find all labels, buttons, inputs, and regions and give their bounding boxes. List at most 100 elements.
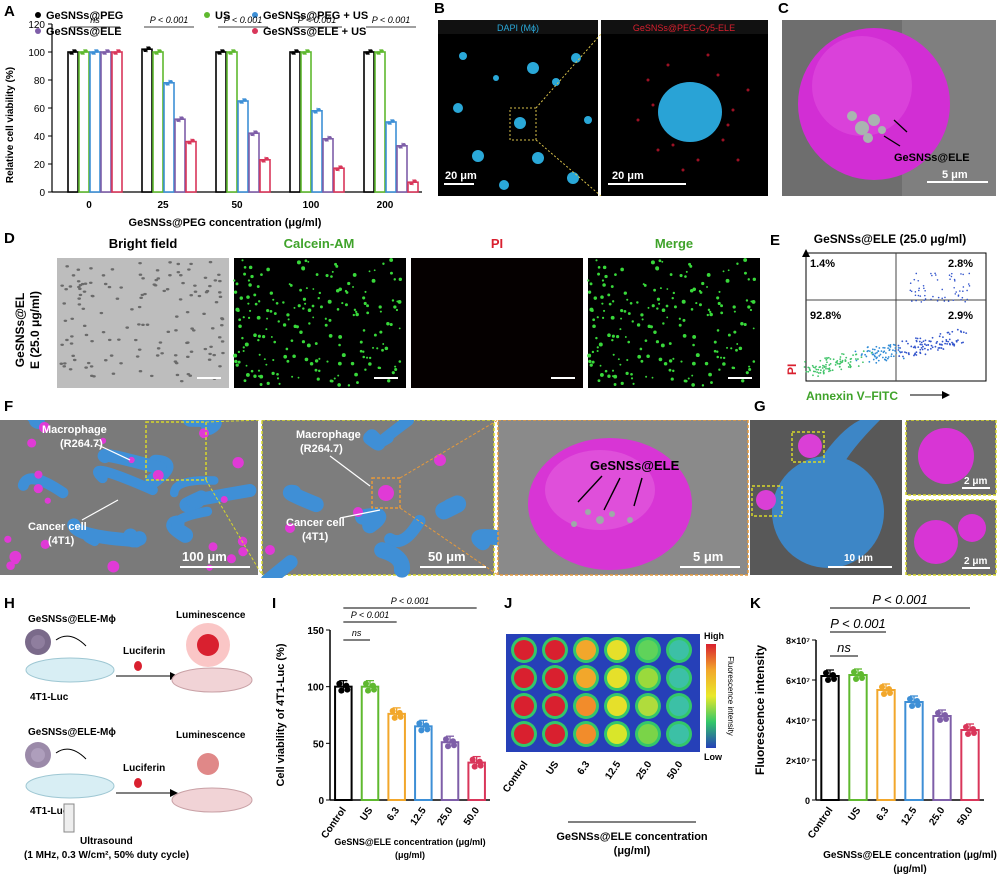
cell bbox=[379, 330, 383, 334]
data-point bbox=[418, 727, 425, 734]
flow-dot bbox=[835, 361, 838, 363]
data-point bbox=[887, 690, 893, 696]
x-tick-label: 50.0 bbox=[955, 805, 975, 828]
flow-dot bbox=[924, 353, 927, 356]
flow-dot bbox=[942, 348, 945, 350]
cell bbox=[276, 372, 279, 376]
flow-dot bbox=[829, 369, 832, 372]
flow-dot bbox=[892, 349, 894, 352]
cell bbox=[718, 290, 721, 293]
cell bbox=[241, 336, 244, 340]
x-tick-label: Control bbox=[319, 805, 349, 841]
data-point bbox=[306, 49, 310, 53]
cell bbox=[650, 260, 655, 265]
flow-dot bbox=[918, 287, 920, 290]
flow-dot bbox=[897, 346, 900, 349]
cell bbox=[704, 361, 709, 366]
panel-i-chart: I Cell viability of 4T1-Luc (%) GeSNS@EL… bbox=[272, 595, 490, 860]
cell bbox=[137, 348, 142, 351]
cell bbox=[623, 291, 628, 295]
merge-cells bbox=[587, 258, 756, 387]
cell bbox=[179, 274, 183, 277]
flow-dot bbox=[917, 279, 920, 282]
cell bbox=[302, 307, 305, 310]
cell bbox=[69, 342, 74, 345]
cell bbox=[713, 349, 717, 353]
cell bbox=[731, 366, 735, 370]
cell bbox=[614, 273, 617, 277]
bar bbox=[414, 725, 433, 801]
flow-dot bbox=[919, 343, 922, 346]
row-label: GeSNSs@EL E (25.0 μg/ml) bbox=[4, 268, 54, 388]
cell bbox=[82, 290, 87, 293]
cell bbox=[265, 328, 268, 331]
cell bbox=[655, 340, 660, 344]
flow-dot bbox=[873, 348, 876, 351]
colorbar-title: Fluorescence intensity bbox=[726, 656, 735, 736]
cell bbox=[193, 284, 197, 287]
flow-dot bbox=[924, 294, 926, 297]
significance-label: P < 0.001 bbox=[872, 592, 928, 607]
panel-b-image: DAPI (Mϕ) GeSNSs@PEG-Cy5-ELE 20 μm 20 μm bbox=[438, 20, 768, 196]
cell bbox=[203, 276, 208, 279]
cell bbox=[174, 315, 179, 318]
well bbox=[638, 724, 658, 744]
data-point bbox=[445, 743, 451, 750]
data-point bbox=[243, 98, 247, 102]
flow-dot bbox=[812, 366, 815, 369]
zoom-box bbox=[509, 107, 537, 141]
cell bbox=[209, 345, 213, 348]
bar bbox=[396, 145, 408, 193]
legend-item: GeSNSs@ELE bbox=[46, 26, 122, 38]
cell bbox=[326, 360, 329, 363]
significance-label: P < 0.001 bbox=[391, 596, 429, 606]
data-point bbox=[336, 680, 343, 687]
flow-dot bbox=[968, 272, 971, 275]
cell bbox=[306, 343, 311, 348]
cell bbox=[607, 333, 611, 338]
flow-dot bbox=[961, 296, 964, 299]
flow-dot bbox=[815, 368, 818, 371]
flow-dot bbox=[936, 340, 939, 343]
data-point bbox=[965, 731, 971, 737]
y-tick-label: 100 bbox=[307, 683, 324, 694]
data-point bbox=[851, 669, 857, 675]
flow-dot bbox=[919, 337, 922, 340]
cell bbox=[600, 295, 604, 299]
flow-dot bbox=[860, 356, 863, 359]
data-point bbox=[963, 724, 969, 730]
well bbox=[576, 640, 596, 660]
cell bbox=[187, 268, 191, 271]
cell bbox=[396, 300, 399, 303]
flow-dot bbox=[935, 342, 938, 344]
flow-dot bbox=[927, 348, 929, 351]
data-point bbox=[365, 51, 369, 55]
cell bbox=[698, 289, 702, 293]
cell bbox=[752, 327, 755, 330]
flow-dot bbox=[959, 290, 961, 292]
label-cancer-line2: (4T1) bbox=[302, 531, 329, 543]
bar bbox=[185, 140, 197, 193]
cell bbox=[217, 273, 221, 276]
flow-dot bbox=[832, 358, 835, 361]
flow-dot bbox=[917, 294, 920, 297]
cell bbox=[685, 270, 688, 273]
cell bbox=[189, 350, 194, 353]
flow-dot bbox=[957, 339, 959, 342]
x-tick-label: US bbox=[544, 759, 561, 777]
cell bbox=[727, 333, 731, 337]
cell bbox=[692, 287, 697, 292]
flow-dot bbox=[865, 355, 868, 358]
bright-field-cells bbox=[59, 260, 225, 383]
well bbox=[545, 696, 565, 716]
panel-b: B DAPI (Mϕ) GeSNSs@PEG-Cy5-ELE 20 μm 20 … bbox=[430, 0, 770, 200]
well bbox=[638, 640, 658, 660]
bar bbox=[300, 51, 312, 193]
bar bbox=[215, 51, 227, 193]
cell bbox=[82, 324, 87, 328]
cell bbox=[272, 358, 275, 362]
bar bbox=[248, 132, 260, 193]
flow-dot bbox=[857, 358, 859, 360]
cell bbox=[236, 309, 240, 313]
cell bbox=[378, 305, 382, 309]
